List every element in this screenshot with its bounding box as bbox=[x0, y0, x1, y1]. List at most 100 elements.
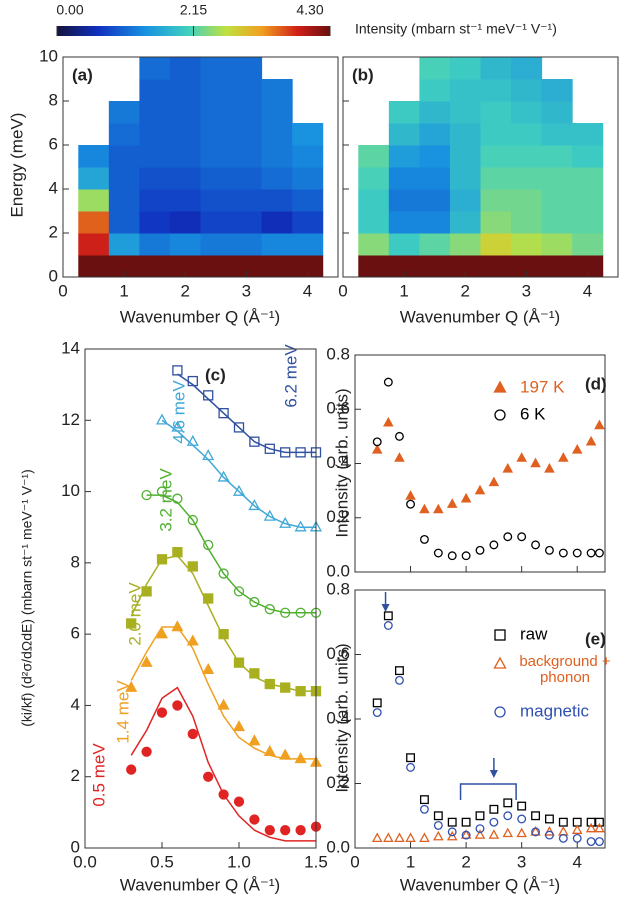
y-tick-label: 0.4 bbox=[326, 708, 350, 727]
panel-label: (c) bbox=[205, 365, 226, 384]
heatmap-cell bbox=[139, 167, 171, 190]
marker bbox=[371, 444, 383, 454]
heatmap-cell bbox=[572, 211, 604, 234]
marker bbox=[172, 547, 183, 558]
heatmap-cell bbox=[200, 211, 232, 234]
heatmap-cell bbox=[169, 233, 201, 256]
marker bbox=[594, 817, 604, 827]
heatmap-cell bbox=[419, 79, 451, 102]
marker bbox=[294, 520, 307, 532]
x-tick-label: 3 bbox=[517, 852, 526, 871]
marker bbox=[280, 825, 291, 836]
marker bbox=[280, 607, 291, 618]
heatmap-cell bbox=[511, 167, 543, 190]
marker bbox=[585, 435, 597, 446]
heatmap-cell bbox=[511, 255, 543, 278]
heatmap-cell bbox=[292, 145, 324, 168]
heatmap-cell bbox=[139, 145, 171, 168]
y-tick-label: 0.6 bbox=[326, 399, 350, 418]
legend-label: background + phonon bbox=[519, 653, 611, 686]
marker bbox=[558, 833, 568, 843]
marker bbox=[419, 795, 429, 805]
y-tick-label: 0.8 bbox=[326, 579, 350, 598]
heatmap-cell bbox=[78, 255, 110, 278]
heatmap-cell bbox=[200, 145, 232, 168]
marker bbox=[218, 568, 229, 579]
marker bbox=[249, 814, 260, 825]
fit-line bbox=[146, 494, 316, 614]
marker bbox=[141, 489, 152, 501]
heatmap-cell bbox=[480, 79, 512, 102]
series-label: 0.5 meV bbox=[89, 743, 108, 807]
marker bbox=[294, 752, 307, 764]
heatmap-cell bbox=[449, 57, 481, 80]
marker bbox=[156, 486, 168, 497]
marker bbox=[419, 535, 429, 544]
x-axis-label: Wavenumber Q (Å⁻¹) bbox=[120, 875, 280, 894]
marker bbox=[531, 540, 541, 550]
marker bbox=[248, 499, 261, 511]
heatmap-cell bbox=[169, 189, 201, 212]
marker bbox=[187, 561, 198, 572]
series-label: 4.6 meV bbox=[169, 380, 188, 444]
legend-marker bbox=[494, 409, 506, 421]
marker bbox=[433, 548, 443, 558]
heatmap-cell bbox=[480, 255, 512, 278]
marker bbox=[572, 833, 582, 843]
heatmap-cell bbox=[480, 145, 512, 168]
y-tick-label: 0 bbox=[49, 266, 58, 285]
marker bbox=[264, 604, 275, 615]
marker bbox=[544, 545, 554, 555]
heatmap-cell bbox=[480, 189, 512, 212]
heatmap-cell bbox=[261, 211, 293, 234]
heatmap-cell bbox=[139, 79, 171, 102]
legend-label: 6 K bbox=[520, 404, 546, 423]
heatmap-cell bbox=[358, 233, 390, 256]
marker bbox=[280, 447, 291, 458]
heatmap-cell bbox=[358, 255, 390, 278]
marker bbox=[203, 771, 214, 782]
y-tick-label: 0 bbox=[71, 837, 80, 856]
heatmap-cell bbox=[419, 145, 451, 168]
heatmap-cell bbox=[572, 255, 604, 278]
marker bbox=[217, 470, 230, 482]
marker bbox=[264, 678, 275, 690]
marker bbox=[280, 682, 291, 693]
heatmap-cell bbox=[419, 123, 451, 146]
marker bbox=[141, 746, 152, 757]
marker bbox=[544, 825, 555, 836]
marker bbox=[279, 748, 292, 760]
x-axis-label: Wavenumber Q (Å⁻¹) bbox=[400, 307, 560, 326]
heatmap-cell bbox=[231, 145, 263, 168]
heatmap-cell bbox=[572, 233, 604, 256]
heatmap-cell bbox=[231, 57, 263, 80]
heatmap-cell bbox=[541, 101, 573, 124]
x-tick-label: 0 bbox=[350, 852, 359, 871]
heatmap-cell bbox=[388, 255, 420, 278]
y-tick-label: 8 bbox=[49, 90, 58, 109]
y-axis-label: Intensity (arb. units) bbox=[332, 643, 351, 792]
plot-frame bbox=[342, 56, 619, 278]
heatmap-cell bbox=[139, 255, 171, 278]
marker bbox=[489, 804, 499, 814]
marker bbox=[447, 551, 457, 561]
marker bbox=[585, 822, 597, 833]
marker bbox=[218, 408, 229, 419]
heatmap-cell bbox=[541, 123, 573, 146]
marker bbox=[531, 811, 541, 821]
heatmap-cell bbox=[231, 255, 263, 278]
heatmap-cell bbox=[388, 189, 420, 212]
y-tick-label: 0.0 bbox=[326, 837, 350, 856]
heatmap-cell bbox=[231, 79, 263, 102]
marker bbox=[233, 422, 245, 433]
marker bbox=[394, 675, 404, 685]
marker bbox=[433, 503, 444, 514]
y-tick-label: 0.8 bbox=[326, 344, 350, 363]
marker bbox=[233, 586, 245, 597]
heatmap-cell bbox=[511, 233, 543, 256]
heatmap-cell bbox=[449, 145, 481, 168]
heatmap-cell bbox=[419, 211, 451, 234]
heatmap-cell bbox=[480, 101, 512, 124]
